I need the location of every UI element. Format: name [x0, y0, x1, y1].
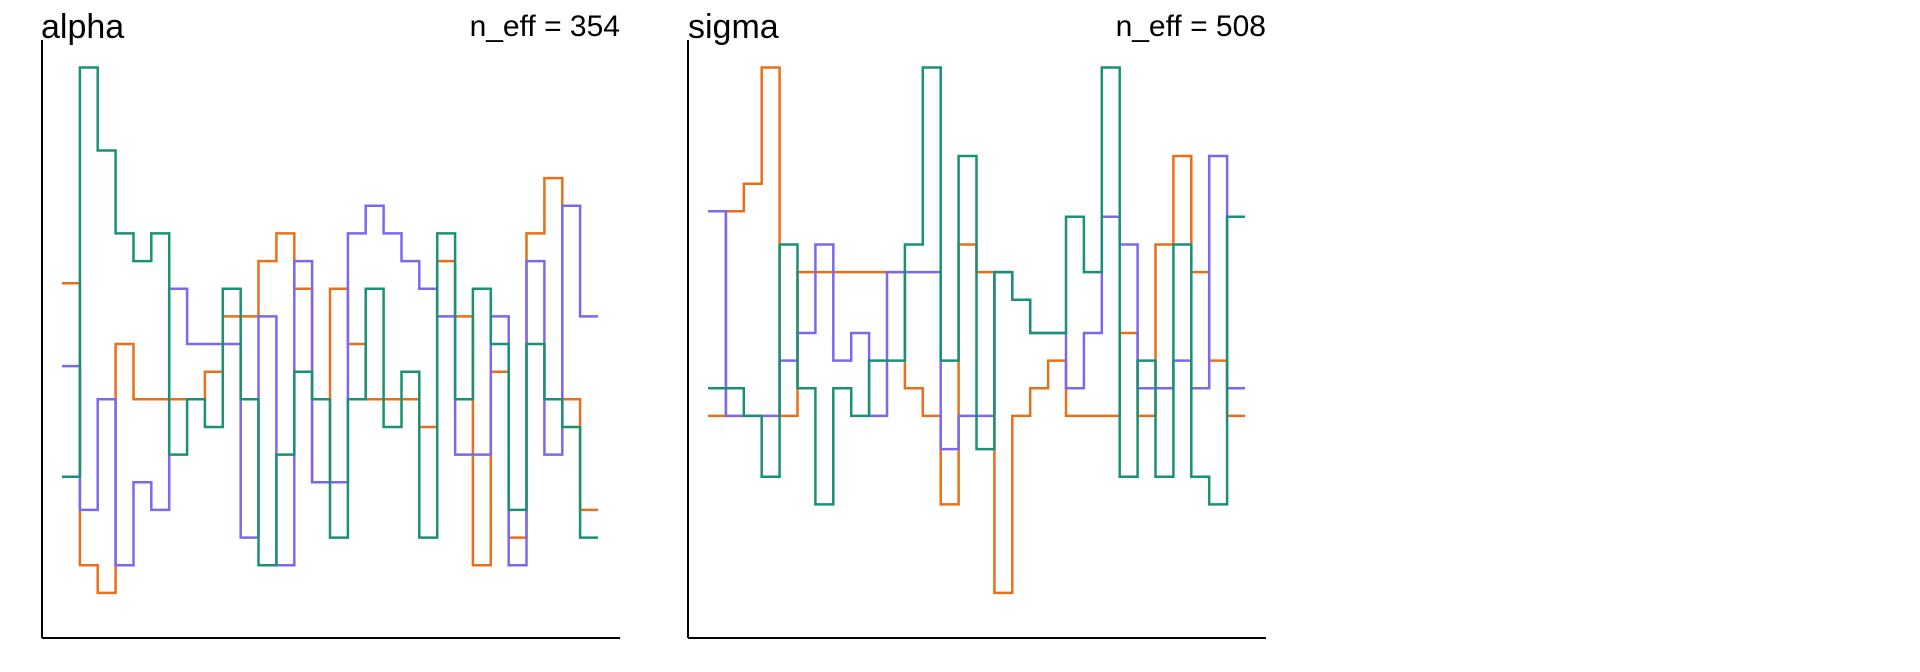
sigma-panel-title: sigma [688, 8, 779, 46]
sigma-neff-label: n_eff = 508 [1115, 10, 1266, 43]
alpha-panel-title: alpha [41, 8, 125, 46]
alpha-chain-2-trace [62, 204, 598, 567]
sigma-chain-3-trace [708, 66, 1245, 506]
alpha-neff-label: n_eff = 354 [469, 10, 620, 43]
alpha-chain-3-trace [62, 66, 598, 567]
sigma-plot-area [687, 40, 1266, 639]
alpha-chain-1-trace [62, 176, 598, 595]
alpha-plot-area [41, 40, 620, 639]
